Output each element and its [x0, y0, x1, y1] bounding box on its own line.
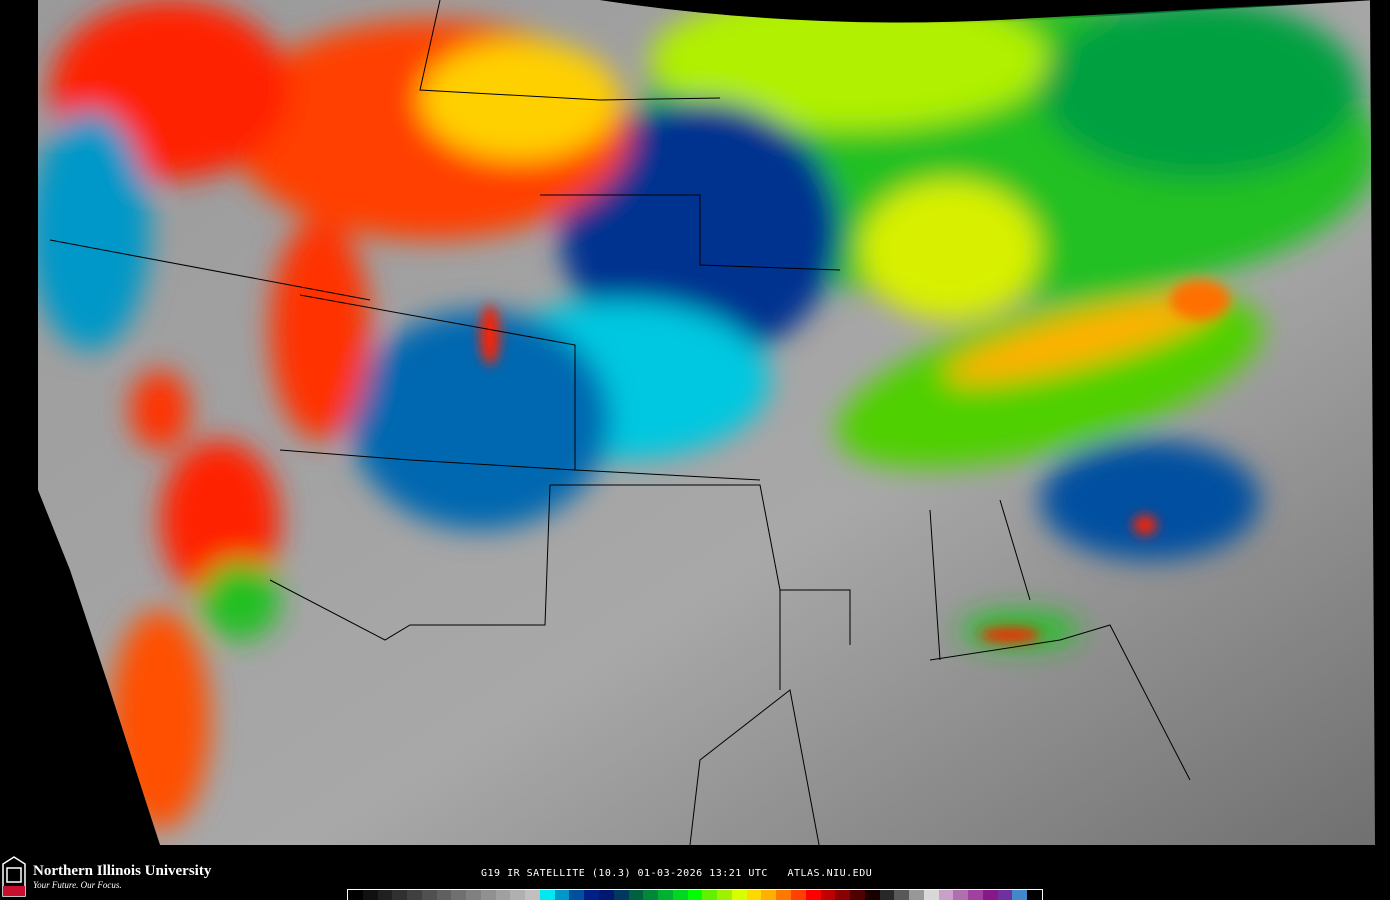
- colorbar-swatch: [1027, 890, 1042, 900]
- colorbar-swatch: [628, 890, 644, 900]
- temperature-colorbar: [347, 889, 1043, 900]
- colorbar-swatch: [495, 890, 511, 900]
- colorbar-swatch: [746, 890, 762, 900]
- colorbar-swatch: [820, 890, 836, 900]
- university-tagline: Your Future. Our Focus.: [33, 880, 122, 890]
- colorbar-swatch: [790, 890, 806, 900]
- colorbar-swatch: [377, 890, 393, 900]
- colorbar-swatch: [761, 890, 777, 900]
- colorbar-swatch: [599, 890, 614, 900]
- colorbar-swatch: [776, 890, 791, 900]
- colorbar-swatch: [731, 890, 747, 900]
- colorbar-swatch: [717, 890, 732, 900]
- colorbar-swatch: [702, 890, 718, 900]
- colorbar-swatch: [938, 890, 954, 900]
- colorbar-swatch: [1012, 890, 1028, 900]
- colorbar-swatch: [835, 890, 851, 900]
- footer: Northern Illinois University Your Future…: [0, 845, 1390, 900]
- colorbar-swatch: [539, 890, 555, 900]
- colorbar-swatch: [525, 890, 540, 900]
- colorbar-swatch: [451, 890, 467, 900]
- colorbar-swatch: [864, 890, 880, 900]
- colorbar-swatch: [362, 890, 378, 900]
- colorbar-swatch: [348, 890, 363, 900]
- colorbar-swatch: [672, 890, 688, 900]
- colorbar-swatch: [805, 890, 821, 900]
- colorbar-swatch: [480, 890, 496, 900]
- colorbar-swatch: [643, 890, 659, 900]
- colorbar-swatch: [569, 890, 585, 900]
- colorbar-swatch: [466, 890, 481, 900]
- colorbar-swatch: [923, 890, 939, 900]
- colorbar-swatch: [658, 890, 673, 900]
- colorbar-swatch: [982, 890, 998, 900]
- colorbar-swatch: [909, 890, 924, 900]
- colorbar-swatch: [879, 890, 895, 900]
- colorbar-swatch: [392, 890, 408, 900]
- niu-logo: [2, 856, 26, 897]
- cloud-imagery: [38, 0, 1375, 845]
- colorbar-swatch: [584, 890, 600, 900]
- colorbar-swatch: [687, 890, 703, 900]
- satellite-map: [38, 0, 1375, 845]
- colorbar-swatch: [997, 890, 1013, 900]
- colorbar-swatch: [953, 890, 969, 900]
- colorbar-swatch: [436, 890, 452, 900]
- image-caption: G19 IR SATELLITE (10.3) 01-03-2026 13:21…: [481, 868, 873, 879]
- university-name: Northern Illinois University: [33, 863, 212, 879]
- colorbar-swatch: [850, 890, 865, 900]
- colorbar-swatch: [968, 890, 983, 900]
- colorbar-swatch: [407, 890, 422, 900]
- colorbar-swatch: [510, 890, 526, 900]
- state-borders: [49, 0, 1191, 845]
- colorbar-swatch: [421, 890, 437, 900]
- colorbar-swatch: [554, 890, 570, 900]
- colorbar-swatch: [894, 890, 910, 900]
- colorbar-swatch: [613, 890, 629, 900]
